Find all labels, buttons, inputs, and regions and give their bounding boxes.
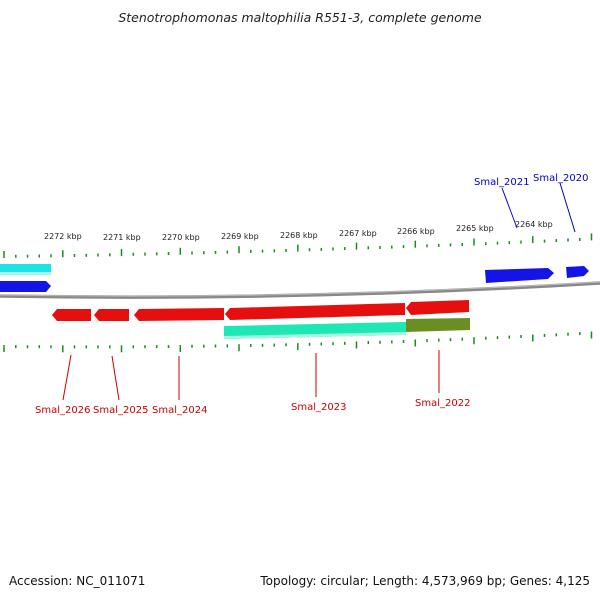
kbp-scale: 2272 kbp 2271 kbp 2270 kbp 2269 kbp 2268…	[44, 220, 553, 242]
reverse-strand-features	[52, 300, 470, 339]
accession-text: Accession: NC_011071	[9, 574, 146, 588]
map-title: Stenotrophomonas maltophilia R551-3, com…	[118, 10, 482, 25]
kbp-label: 2271 kbp	[103, 233, 141, 242]
reverse-gene-arrow-smal-2024[interactable]	[134, 308, 224, 321]
kbp-label: 2266 kbp	[397, 227, 435, 236]
gene-label-smal-2020[interactable]: Smal_2020	[533, 173, 588, 184]
genome-backbone	[0, 281, 600, 299]
lower-tick-track	[3, 331, 593, 353]
gene-labels: Smal_2021 Smal_2020 Smal_2026 Smal_2025 …	[35, 173, 588, 416]
gene-label-smal-2022[interactable]: Smal_2022	[415, 398, 470, 409]
kbp-label: 2264 kbp	[515, 220, 553, 229]
callout-line-smal-2026	[62, 354, 72, 401]
kbp-label: 2272 kbp	[44, 232, 82, 241]
gene-label-smal-2023[interactable]: Smal_2023	[291, 402, 346, 413]
gene-label-smal-2026[interactable]: Smal_2026	[35, 405, 90, 416]
genome-backbone-highlight	[0, 281, 600, 297]
kbp-label: 2268 kbp	[280, 231, 318, 240]
genome-summary-text: Topology: circular; Length: 4,573,969 bp…	[260, 574, 590, 588]
reverse-gene-arrow-smal-2023[interactable]	[225, 303, 405, 320]
kbp-label: 2269 kbp	[221, 232, 259, 241]
gene-label-smal-2021[interactable]: Smal_2021	[474, 177, 529, 188]
olive-cds-feature[interactable]	[406, 318, 470, 332]
reverse-gene-arrow-smal-2022[interactable]	[406, 300, 469, 315]
reverse-cds-feature-shadow	[224, 332, 406, 339]
gene-label-smal-2024[interactable]: Smal_2024	[152, 405, 207, 416]
kbp-label: 2265 kbp	[456, 224, 494, 233]
gene-label-smal-2025[interactable]: Smal_2025	[93, 405, 148, 416]
forward-cds-feature[interactable]	[0, 264, 51, 274]
upper-tick-track	[3, 233, 593, 258]
reverse-gene-arrow-smal-2025[interactable]	[94, 309, 129, 321]
forward-cds-feature-shadow	[0, 272, 51, 275]
reverse-gene-arrow-smal-2026[interactable]	[52, 309, 91, 321]
gene-callouts	[62, 182, 576, 401]
kbp-label: 2267 kbp	[339, 229, 377, 238]
callout-line-smal-2025	[111, 355, 120, 401]
forward-gene-arrow[interactable]	[0, 281, 51, 292]
forward-strand-features	[0, 264, 589, 292]
callout-line-smal-2021	[501, 187, 518, 229]
forward-gene-arrow-smal-2020[interactable]	[566, 266, 589, 278]
kbp-label: 2270 kbp	[162, 233, 200, 242]
callout-line-smal-2020	[559, 182, 576, 233]
forward-gene-arrow-smal-2021[interactable]	[485, 268, 554, 283]
